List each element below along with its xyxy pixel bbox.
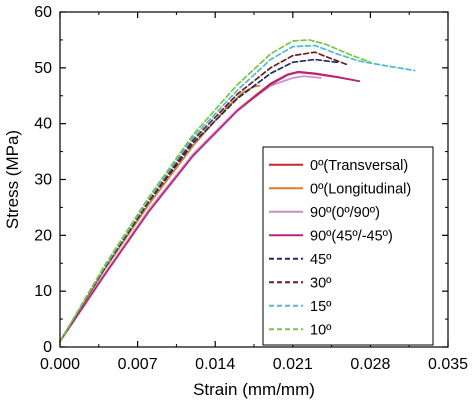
- y-tick-label: 60: [34, 4, 52, 21]
- y-tick-label: 50: [34, 60, 52, 77]
- y-tick-label: 10: [34, 283, 52, 300]
- x-axis-label: Strain (mm/mm): [193, 380, 315, 399]
- legend-label: 0º(Transversal): [310, 158, 408, 174]
- x-tick-label: 0.028: [350, 356, 390, 373]
- legend: 0º(Transversal) 0º(Longitudinal) 90º(0º/90…: [262, 146, 434, 346]
- legend-label: 90º(0º/90º): [310, 205, 380, 221]
- axis-ticks: [59, 11, 449, 348]
- y-tick-label: 20: [34, 227, 52, 244]
- legend-frame: [262, 146, 434, 346]
- y-tick-label: 0: [43, 339, 52, 356]
- legend-label: 10º: [310, 322, 332, 338]
- legend-label: 45º: [310, 252, 332, 268]
- y-axis-label: Stress (MPa): [3, 130, 22, 229]
- y-tick-label: 40: [34, 116, 52, 133]
- series-line: [59, 84, 261, 343]
- series-line: [59, 51, 350, 343]
- y-tick-label: 30: [34, 172, 52, 189]
- x-tick-label: 0.014: [195, 356, 235, 373]
- legend-label: 30º: [310, 275, 332, 291]
- legend-label: 0º(Longitudinal): [310, 181, 411, 197]
- plot-lines: [59, 39, 416, 343]
- x-tick-label: 0.000: [40, 356, 80, 373]
- x-tick-label: 0.007: [118, 356, 158, 373]
- legend-label: 15º: [310, 299, 332, 315]
- series-line: [59, 71, 361, 343]
- legend-label: 90º(45º/-45º): [310, 228, 393, 244]
- tick-labels: 0.000 0.007 0.014 0.021 0.028 0.035 0 10 20 30 40 5…: [34, 4, 468, 373]
- x-tick-label: 0.035: [428, 356, 468, 373]
- x-tick-label: 0.021: [273, 356, 313, 373]
- series-line: [59, 39, 372, 343]
